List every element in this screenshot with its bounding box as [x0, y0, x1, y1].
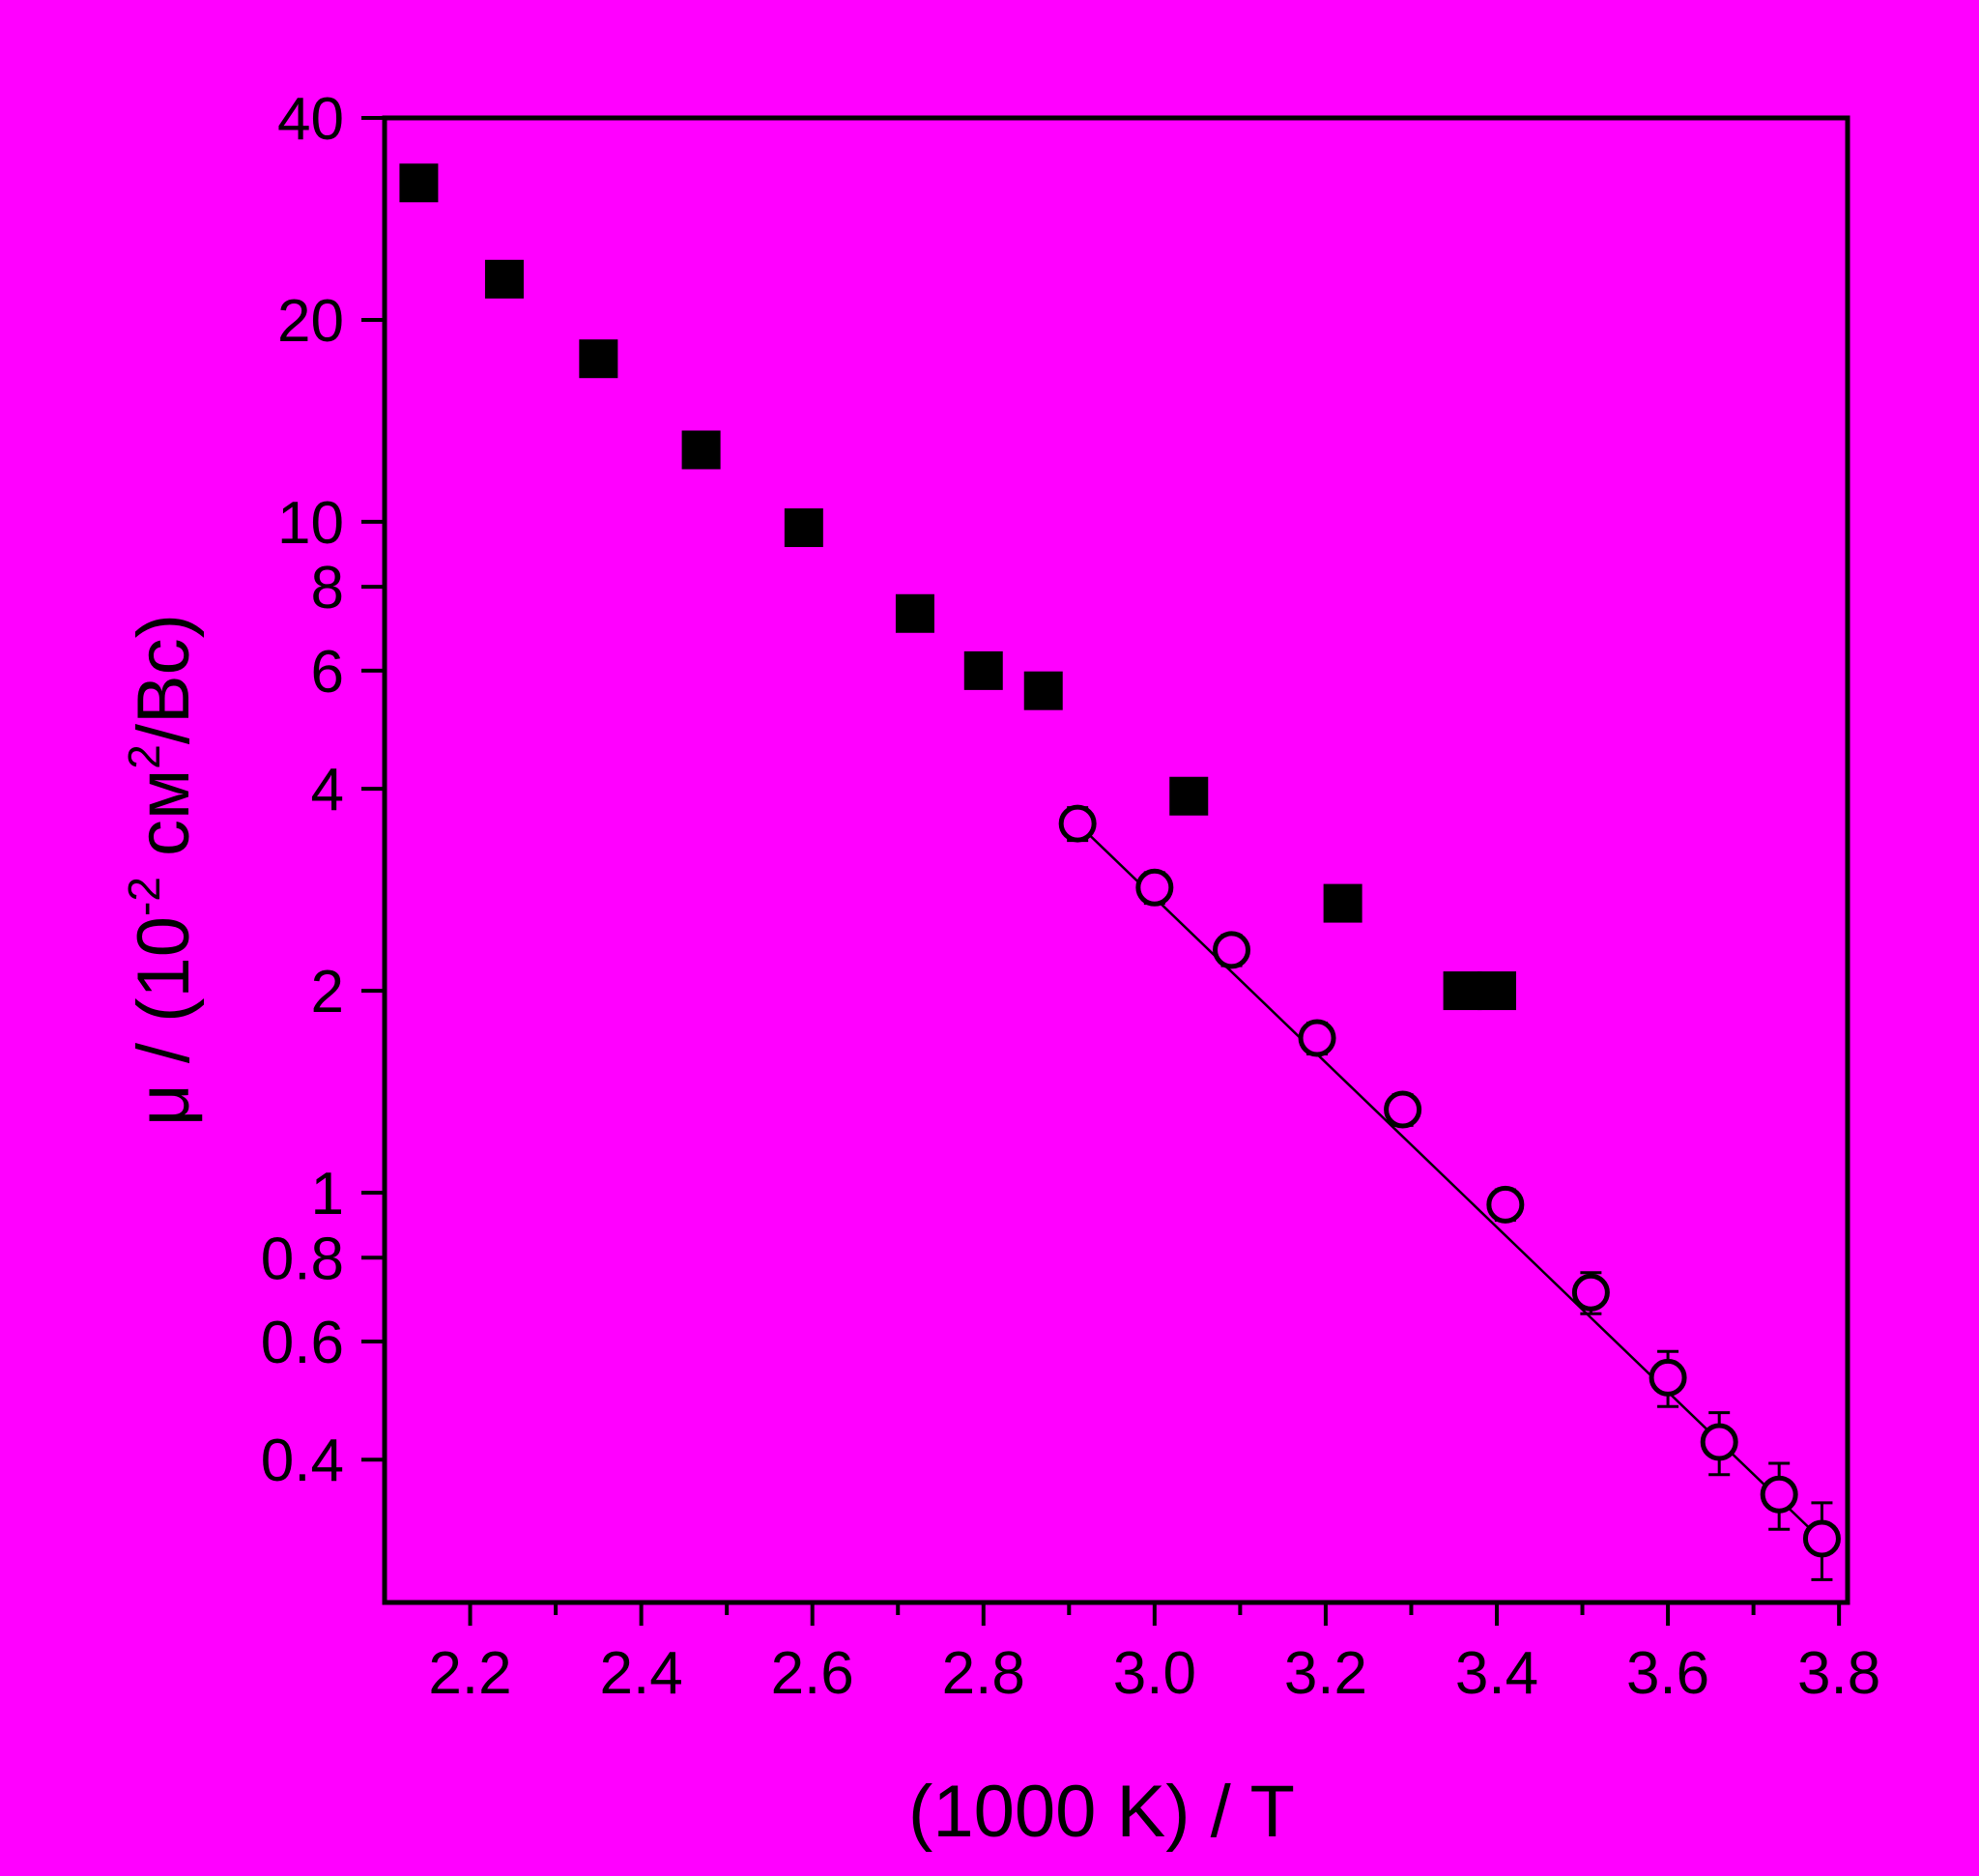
- square-marker: [1023, 671, 1063, 710]
- circle-marker: [1486, 1185, 1525, 1224]
- circle-marker: [1298, 1019, 1336, 1057]
- x-tick-label: 2.6: [771, 1640, 854, 1707]
- tick-labels: 2.2 2.4 2.6 2.8 3.0 3.2 3.4 3.6 3.8 0.4 0.6 0.81 2 4 6…: [261, 86, 1880, 1707]
- square-marker: [963, 650, 1003, 690]
- square-marker: [895, 593, 934, 633]
- y-axis-title-exponent-2: 2: [119, 744, 169, 769]
- square-marker: [784, 507, 823, 547]
- fit-line: [1076, 823, 1832, 1549]
- y-axis-title-exponent-1: -2: [119, 877, 169, 916]
- square-marker: [1443, 971, 1482, 1011]
- square-marker: [399, 163, 439, 203]
- circle-marker: [1213, 931, 1251, 969]
- x-tick-label: 2.2: [428, 1640, 511, 1707]
- circle-marker: [1384, 1090, 1422, 1129]
- circle-marker: [1802, 1519, 1841, 1558]
- x-tick-label: 3.4: [1455, 1640, 1538, 1707]
- y-axis-title-prefix: μ / (10: [123, 916, 205, 1126]
- circle-marker: [1571, 1273, 1610, 1312]
- square-marker: [1477, 971, 1516, 1011]
- y-tick-label: 2: [311, 959, 344, 1025]
- square-marker: [1323, 883, 1362, 923]
- y-tick-label: 10: [277, 490, 344, 557]
- y-tick-label: 6: [311, 639, 344, 706]
- x-tick-label: 3.6: [1626, 1640, 1709, 1707]
- plot-area-frame: [382, 115, 1850, 1605]
- x-tick-label: 2.8: [942, 1640, 1025, 1707]
- circle-marker: [1058, 804, 1097, 843]
- y-tick-label: 4: [311, 757, 344, 823]
- square-marker: [579, 339, 618, 379]
- data-marks: [399, 163, 1841, 1581]
- y-axis-title-suffix: /Вс): [123, 614, 205, 744]
- x-tick-label: 3.8: [1797, 1640, 1880, 1707]
- x-axis-title: (1000 K) / T: [908, 1771, 1295, 1853]
- axis-ticks: [361, 116, 1842, 1626]
- y-tick-label: 8: [311, 555, 344, 621]
- y-tick-label: 0.4: [261, 1428, 344, 1494]
- y-tick-label: 0.6: [261, 1310, 344, 1376]
- circle-marker: [1760, 1475, 1798, 1514]
- square-marker: [1169, 776, 1209, 816]
- y-axis-title: μ / (10-2 см2/Вс): [119, 614, 205, 1126]
- x-tick-label: 2.4: [600, 1640, 683, 1707]
- square-marker: [681, 430, 721, 470]
- x-tick-label: 3.0: [1113, 1640, 1196, 1707]
- circle-marker: [1700, 1423, 1738, 1461]
- circle-marker: [1649, 1358, 1687, 1397]
- y-axis-title-middle: см: [123, 769, 205, 877]
- y-tick-label: 1: [311, 1161, 344, 1227]
- y-tick-label: 0.8: [261, 1226, 344, 1292]
- y-tick-label: 40: [277, 86, 344, 153]
- x-tick-label: 3.2: [1284, 1640, 1367, 1707]
- y-tick-label: 20: [277, 288, 344, 355]
- circle-marker: [1135, 868, 1174, 907]
- fit-line-group: [1076, 823, 1832, 1549]
- square-marker: [484, 259, 524, 299]
